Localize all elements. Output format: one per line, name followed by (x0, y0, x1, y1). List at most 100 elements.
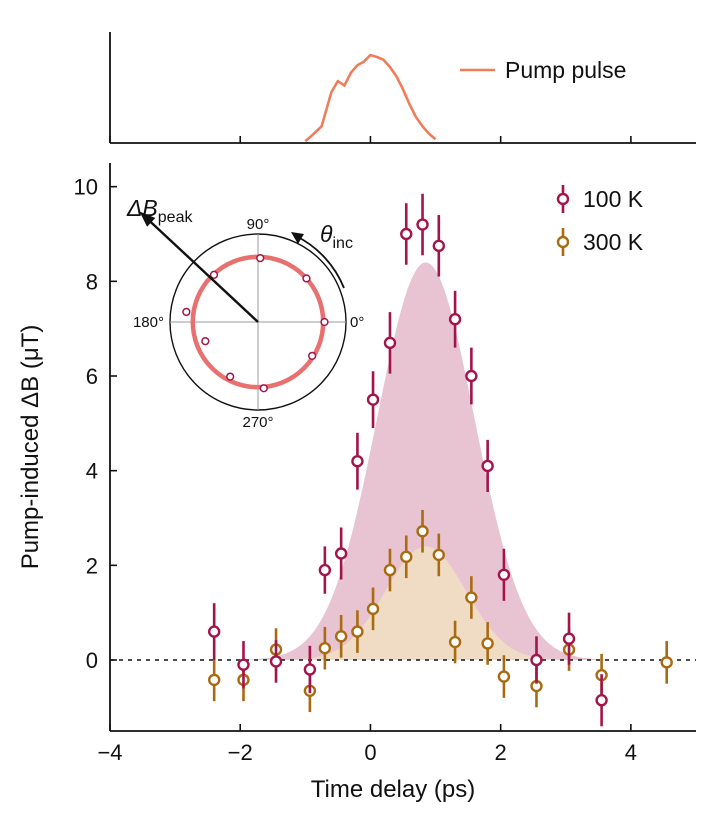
polar-point-0 (320, 317, 329, 327)
point-300k-11 (432, 533, 446, 577)
marker-100k-1 (237, 658, 250, 671)
theta-rotation-arrow (295, 235, 345, 289)
point-300k-10 (416, 509, 429, 553)
marker-300k-6 (351, 625, 364, 638)
point-100k-2 (269, 640, 283, 683)
delta-b-peak-label: ΔBpeak (126, 195, 193, 226)
point-100k-4 (318, 546, 332, 594)
polar-inset: 90° 180° 270° 0° ΔBpeak θinc (126, 195, 364, 431)
polar-point-5 (201, 337, 210, 346)
polar-point-1 (302, 274, 311, 283)
delta-b-peak-arrowhead (139, 211, 156, 227)
polar-point-7 (259, 384, 268, 393)
point-100k-15 (497, 548, 511, 601)
point-100k-13 (465, 347, 478, 405)
pump-panel: Pump pulse (109, 32, 696, 144)
polar-point-6 (226, 372, 235, 381)
point-300k-19 (660, 641, 673, 684)
marker-300k-0 (207, 673, 221, 687)
marker-100k-9 (400, 227, 413, 241)
marker-300k-5 (334, 630, 348, 643)
legend-label-100k: 100 K (583, 186, 644, 212)
marker-100k-5 (334, 547, 348, 560)
y-tick-label-1: 2 (86, 553, 98, 578)
polar-label-180: 180° (133, 314, 164, 331)
marker-100k-12 (448, 313, 462, 326)
point-300k-6 (351, 610, 364, 653)
marker-100k-3 (303, 663, 317, 676)
point-100k-3 (303, 645, 317, 694)
polar-point-4 (182, 307, 191, 317)
pump-pulse-line (304, 53, 437, 143)
point-100k-8 (383, 312, 397, 374)
polar-label-90: 90° (247, 216, 270, 233)
marker-300k-15 (497, 670, 511, 683)
point-100k-5 (334, 527, 348, 580)
x-axis-title: Time delay (ps) (311, 776, 475, 803)
marker-100k-15 (497, 568, 511, 581)
marker-300k-14 (481, 637, 494, 650)
x-tick-label-0: −4 (97, 740, 122, 765)
main-ticks: −4 −2 0 2 4 0 2 4 6 8 10 (74, 175, 637, 765)
y-tick-label-3: 6 (86, 364, 98, 389)
point-300k-13 (465, 576, 478, 619)
marker-300k-10 (416, 525, 429, 538)
marker-100k-8 (383, 336, 397, 350)
point-300k-5 (334, 615, 348, 658)
y-tick-label-4: 8 (86, 269, 98, 294)
y-tick-label-2: 4 (86, 459, 98, 484)
marker-300k-13 (465, 591, 478, 604)
polar-point-3 (209, 270, 219, 279)
envelope-100k (110, 262, 696, 660)
polar-label-0: 0° (350, 314, 364, 331)
theta-inc-label: θinc (320, 221, 353, 252)
marker-100k-11 (432, 239, 446, 253)
point-300k-7 (366, 587, 380, 631)
x-tick-label-3: 2 (495, 740, 507, 765)
point-100k-10 (416, 193, 429, 256)
legend-marker-100k (556, 185, 570, 213)
point-300k-0 (207, 658, 221, 702)
point-100k-9 (400, 203, 413, 265)
point-300k-14 (481, 622, 494, 665)
point-100k-6 (351, 432, 364, 490)
data-points (207, 193, 673, 727)
marker-300k-7 (366, 602, 380, 616)
marker-300k-11 (432, 548, 446, 562)
legend-label-300k: 300 K (583, 229, 644, 255)
point-300k-15 (497, 655, 511, 698)
marker-300k-12 (448, 635, 462, 649)
marker-300k-8 (383, 563, 397, 577)
marker-100k-18 (595, 694, 608, 707)
marker-100k-14 (481, 459, 494, 473)
polar-point-2 (256, 254, 265, 263)
marker-300k-4 (318, 641, 332, 655)
point-100k-17 (562, 612, 576, 665)
delta-b-peak-arrow (147, 218, 259, 323)
envelope-300k (110, 546, 696, 660)
point-100k-7 (366, 371, 380, 429)
marker-100k-6 (351, 455, 364, 468)
marker-100k-0 (207, 625, 221, 638)
point-300k-4 (318, 626, 332, 670)
point-300k-9 (400, 535, 413, 579)
main-legend: 100 K 300 K (556, 185, 644, 256)
polar-points (182, 254, 329, 393)
marker-100k-16 (530, 653, 543, 667)
marker-300k-9 (400, 550, 413, 564)
x-tick-label-1: −2 (228, 740, 253, 765)
marker-100k-7 (366, 393, 380, 406)
polar-label-270: 270° (242, 414, 273, 431)
marker-300k-19 (660, 656, 673, 669)
x-tick-label-4: 4 (625, 740, 637, 765)
theta-rotation-arrowhead (291, 232, 304, 244)
y-axis-title: Pump-induced ΔB (μT) (17, 325, 44, 570)
marker-100k-13 (465, 369, 478, 383)
point-100k-14 (481, 439, 494, 492)
point-300k-8 (383, 548, 397, 592)
marker-100k-4 (318, 563, 332, 577)
x-tick-label-2: 0 (364, 740, 376, 765)
point-100k-18 (595, 674, 608, 727)
polar-point-8 (308, 351, 317, 361)
